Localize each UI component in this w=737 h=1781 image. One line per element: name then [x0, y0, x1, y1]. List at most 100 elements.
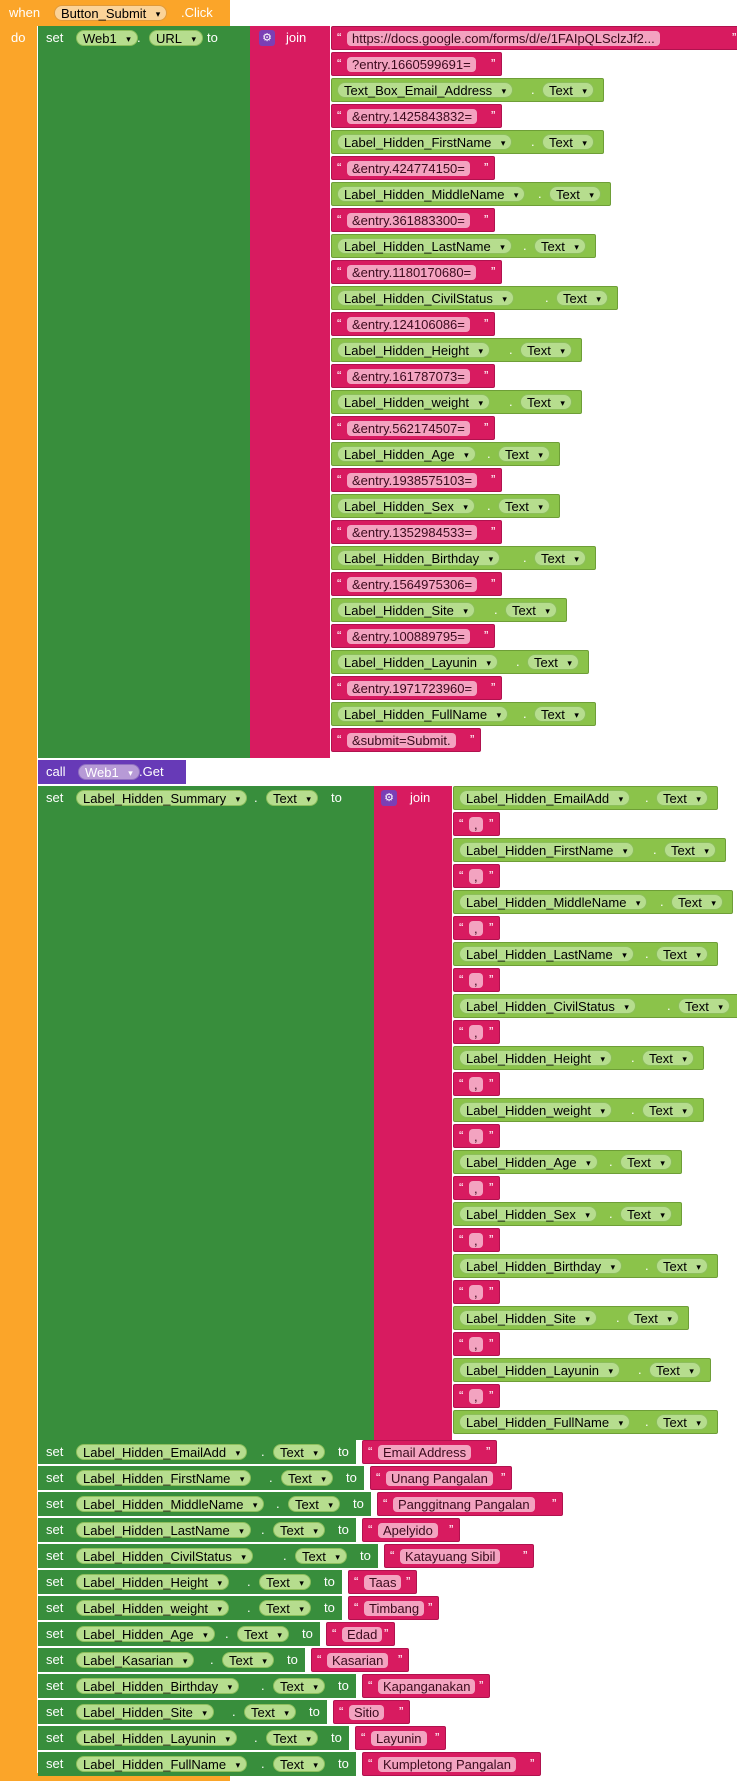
component-getter-block[interactable]: Label_Hidden_LastName ▾. Text ▾ — [331, 234, 596, 258]
component-dropdown[interactable]: Label_Hidden_Age ▾ — [76, 1626, 215, 1642]
dropdown-arrow-icon[interactable]: ▾ — [478, 398, 484, 408]
dropdown-arrow-icon[interactable]: ▾ — [635, 898, 641, 908]
dropdown-arrow-icon[interactable]: ▾ — [574, 242, 579, 252]
text-value-field[interactable]: Edad — [342, 1627, 383, 1642]
dropdown-arrow-icon[interactable]: ▾ — [235, 1448, 241, 1458]
text-value-field[interactable]: , — [469, 817, 483, 832]
property-dropdown[interactable]: Text ▾ — [556, 290, 608, 306]
join-text-block[interactable]: “ &entry.124106086= ” — [331, 312, 495, 336]
dropdown-arrow-icon[interactable]: ▾ — [262, 1656, 267, 1666]
property-dropdown[interactable]: Text ▾ — [498, 446, 550, 462]
dropdown-arrow-icon[interactable]: ▾ — [217, 1604, 223, 1614]
dropdown-arrow-icon[interactable]: ▾ — [585, 1314, 590, 1324]
join-text-block[interactable]: “, ” — [453, 1228, 500, 1252]
dropdown-arrow-icon[interactable]: ▾ — [313, 1448, 318, 1458]
dropdown-arrow-icon[interactable]: ▾ — [618, 1418, 624, 1428]
dropdown-arrow-icon[interactable]: ▾ — [321, 1474, 326, 1484]
dropdown-arrow-icon[interactable]: ▾ — [335, 1552, 340, 1562]
text-value-field[interactable]: Timbang — [364, 1601, 425, 1616]
component-dropdown[interactable]: Text_Box_Email_Address ▾ — [337, 82, 514, 98]
property-dropdown[interactable]: Text ▾ — [273, 1522, 325, 1538]
dropdown-arrow-icon[interactable]: ▾ — [596, 294, 601, 304]
dropdown-arrow-icon[interactable]: ▾ — [560, 346, 565, 356]
component-getter-block[interactable]: Label_Hidden_Layunin ▾. Text ▾ — [453, 1358, 711, 1382]
property-dropdown[interactable]: Text ▾ — [656, 790, 708, 806]
text-value-field[interactable]: &entry.1938575103= — [347, 473, 478, 488]
component-dropdown[interactable]: Label_Hidden_FullName ▾ — [337, 706, 509, 722]
text-value-field[interactable]: , — [469, 1233, 483, 1248]
dropdown-arrow-icon[interactable]: ▾ — [660, 1210, 665, 1220]
property-dropdown[interactable]: Text ▾ — [656, 946, 708, 962]
dropdown-arrow-icon[interactable]: ▾ — [538, 502, 543, 512]
text-value-field[interactable]: , — [469, 921, 483, 936]
property-dropdown[interactable]: Text ▾ — [259, 1574, 311, 1590]
dropdown-arrow-icon[interactable]: ▾ — [252, 1500, 258, 1510]
join-text-block[interactable]: “, ” — [453, 1384, 500, 1408]
text-value-field[interactable]: &entry.424774150= — [347, 161, 470, 176]
value-text-block[interactable]: “ Edad” — [326, 1622, 395, 1646]
component-dropdown[interactable]: Label_Hidden_MiddleName ▾ — [76, 1496, 265, 1512]
dropdown-arrow-icon[interactable]: ▾ — [126, 34, 131, 44]
dropdown-arrow-icon[interactable]: ▾ — [696, 1262, 701, 1272]
component-dropdown[interactable]: Label_Hidden_LastName ▾ — [459, 946, 634, 962]
button-submit-dropdown[interactable]: Button_Submit ▾ — [54, 5, 168, 21]
component-getter-block[interactable]: Label_Hidden_EmailAdd ▾. Text ▾ — [453, 786, 718, 810]
text-value-field[interactable]: , — [469, 1181, 483, 1196]
text-value-field[interactable]: , — [469, 973, 483, 988]
dropdown-arrow-icon[interactable]: ▾ — [203, 1630, 208, 1640]
property-dropdown[interactable]: Text ▾ — [520, 394, 572, 410]
dropdown-arrow-icon[interactable]: ▾ — [277, 1630, 282, 1640]
dropdown-arrow-icon[interactable]: ▾ — [622, 950, 627, 960]
component-getter-block[interactable]: Label_Hidden_Layunin ▾. Text ▾ — [331, 650, 589, 674]
dropdown-arrow-icon[interactable]: ▾ — [545, 606, 550, 616]
text-value-field[interactable]: , — [469, 1129, 483, 1144]
component-dropdown[interactable]: Label_Hidden_Height ▾ — [76, 1574, 230, 1590]
text-value-field[interactable]: &submit=Submit. — [347, 733, 456, 748]
value-text-block[interactable]: “ Email Address ” — [362, 1440, 497, 1464]
dropdown-arrow-icon[interactable]: ▾ — [660, 1158, 665, 1168]
component-dropdown[interactable]: Label_Hidden_Layunin ▾ — [337, 654, 499, 670]
text-value-field[interactable]: Sitio — [349, 1705, 385, 1720]
property-dropdown[interactable]: Text ▾ — [520, 342, 572, 358]
dropdown-arrow-icon[interactable]: ▾ — [488, 554, 494, 564]
join-text-block[interactable]: “, ” — [453, 864, 500, 888]
dropdown-arrow-icon[interactable]: ▾ — [306, 794, 311, 804]
component-dropdown[interactable]: Label_Hidden_EmailAdd ▾ — [76, 1444, 248, 1460]
text-value-field[interactable]: Unang Pangalan — [386, 1471, 493, 1486]
property-dropdown[interactable]: Text ▾ — [498, 498, 550, 514]
component-dropdown[interactable]: Label_Hidden_Layunin ▾ — [76, 1730, 238, 1746]
component-dropdown[interactable]: Label_Hidden_Age ▾ — [459, 1154, 598, 1170]
component-dropdown[interactable]: Label_Hidden_CivilStatus ▾ — [459, 998, 636, 1014]
dropdown-arrow-icon[interactable]: ▾ — [299, 1578, 304, 1588]
component-getter-block[interactable]: Label_Hidden_FullName ▾. Text ▾ — [453, 1410, 718, 1434]
dropdown-arrow-icon[interactable]: ▾ — [513, 190, 519, 200]
component-dropdown[interactable]: Label_Hidden_Site ▾ — [337, 602, 475, 618]
text-value-field[interactable]: Layunin — [371, 1731, 427, 1746]
property-dropdown[interactable]: Text ▾ — [642, 1102, 694, 1118]
property-dropdown[interactable]: Text ▾ — [678, 998, 730, 1014]
value-text-block[interactable]: “ Kumpletong Pangalan ” — [362, 1752, 541, 1776]
component-dropdown[interactable]: Label_Hidden_LastName ▾ — [337, 238, 512, 254]
dropdown-arrow-icon[interactable]: ▾ — [667, 1314, 672, 1324]
component-getter-block[interactable]: Label_Hidden_FullName ▾. Text ▾ — [331, 702, 596, 726]
component-dropdown[interactable]: Label_Hidden_Birthday ▾ — [459, 1258, 623, 1274]
component-dropdown[interactable]: Label_Hidden_FullName ▾ — [459, 1414, 631, 1430]
dropdown-arrow-icon[interactable]: ▾ — [313, 1682, 318, 1692]
join-text-block[interactable]: “ https://docs.google.com/forms/d/e/1FAIp… — [331, 26, 737, 50]
dropdown-arrow-icon[interactable]: ▾ — [128, 768, 133, 778]
join-text-block[interactable]: “, ” — [453, 916, 500, 940]
dropdown-arrow-icon[interactable]: ▾ — [622, 846, 628, 856]
property-dropdown[interactable]: Text ▾ — [222, 1652, 274, 1668]
component-dropdown[interactable]: Label_Hidden_FullName ▾ — [76, 1756, 248, 1772]
property-dropdown[interactable]: Text ▾ — [549, 186, 601, 202]
join-text-block[interactable]: “ &entry.562174507= ” — [331, 416, 495, 440]
component-getter-block[interactable]: Label_Hidden_Sex ▾. Text ▾ — [331, 494, 560, 518]
component-dropdown[interactable]: Label_Hidden_Site ▾ — [459, 1310, 597, 1326]
dropdown-arrow-icon[interactable]: ▾ — [682, 1106, 687, 1116]
dropdown-arrow-icon[interactable]: ▾ — [464, 450, 469, 460]
property-dropdown[interactable]: Text ▾ — [266, 1730, 318, 1746]
web1-dropdown[interactable]: Web1 ▾ — [76, 30, 138, 46]
component-dropdown[interactable]: Label_Hidden_MiddleName ▾ — [459, 894, 648, 910]
property-dropdown[interactable]: Text ▾ — [295, 1548, 347, 1564]
text-value-field[interactable]: &entry.361883300= — [347, 213, 470, 228]
